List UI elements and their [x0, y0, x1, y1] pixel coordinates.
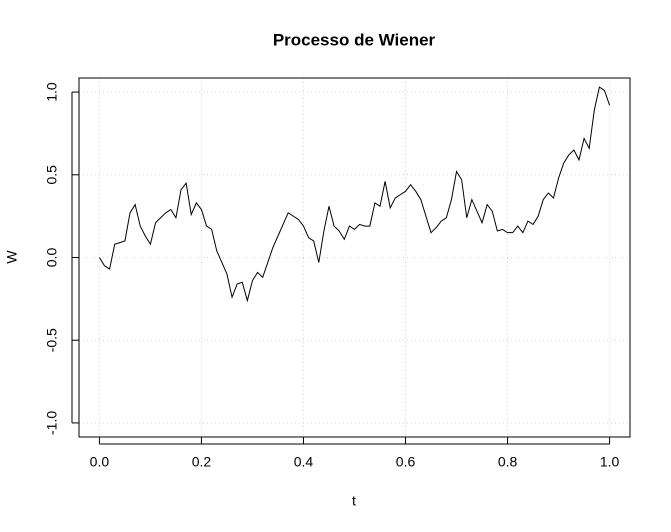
x-tick-label: 1.0: [600, 454, 620, 470]
x-axis-label: t: [352, 493, 356, 509]
y-tick-label: -0.5: [44, 328, 60, 352]
y-axis-label: W: [4, 250, 20, 264]
data-line: [98, 86, 611, 303]
y-tick-label: 1.0: [44, 82, 60, 102]
x-tick-label: 0.2: [192, 454, 212, 470]
x-tick-label: 0.0: [90, 454, 110, 470]
y-tick-label: -1.0: [44, 411, 60, 435]
x-tick-label: 0.6: [396, 454, 416, 470]
chart-title: Processo de Wiener: [273, 30, 436, 49]
x-tick-label: 0.4: [294, 454, 314, 470]
plot-frame: [78, 77, 631, 438]
x-tick-label: 0.8: [498, 454, 518, 470]
y-tick-label: 0.0: [44, 248, 60, 268]
y-tick-label: 0.5: [44, 165, 60, 185]
